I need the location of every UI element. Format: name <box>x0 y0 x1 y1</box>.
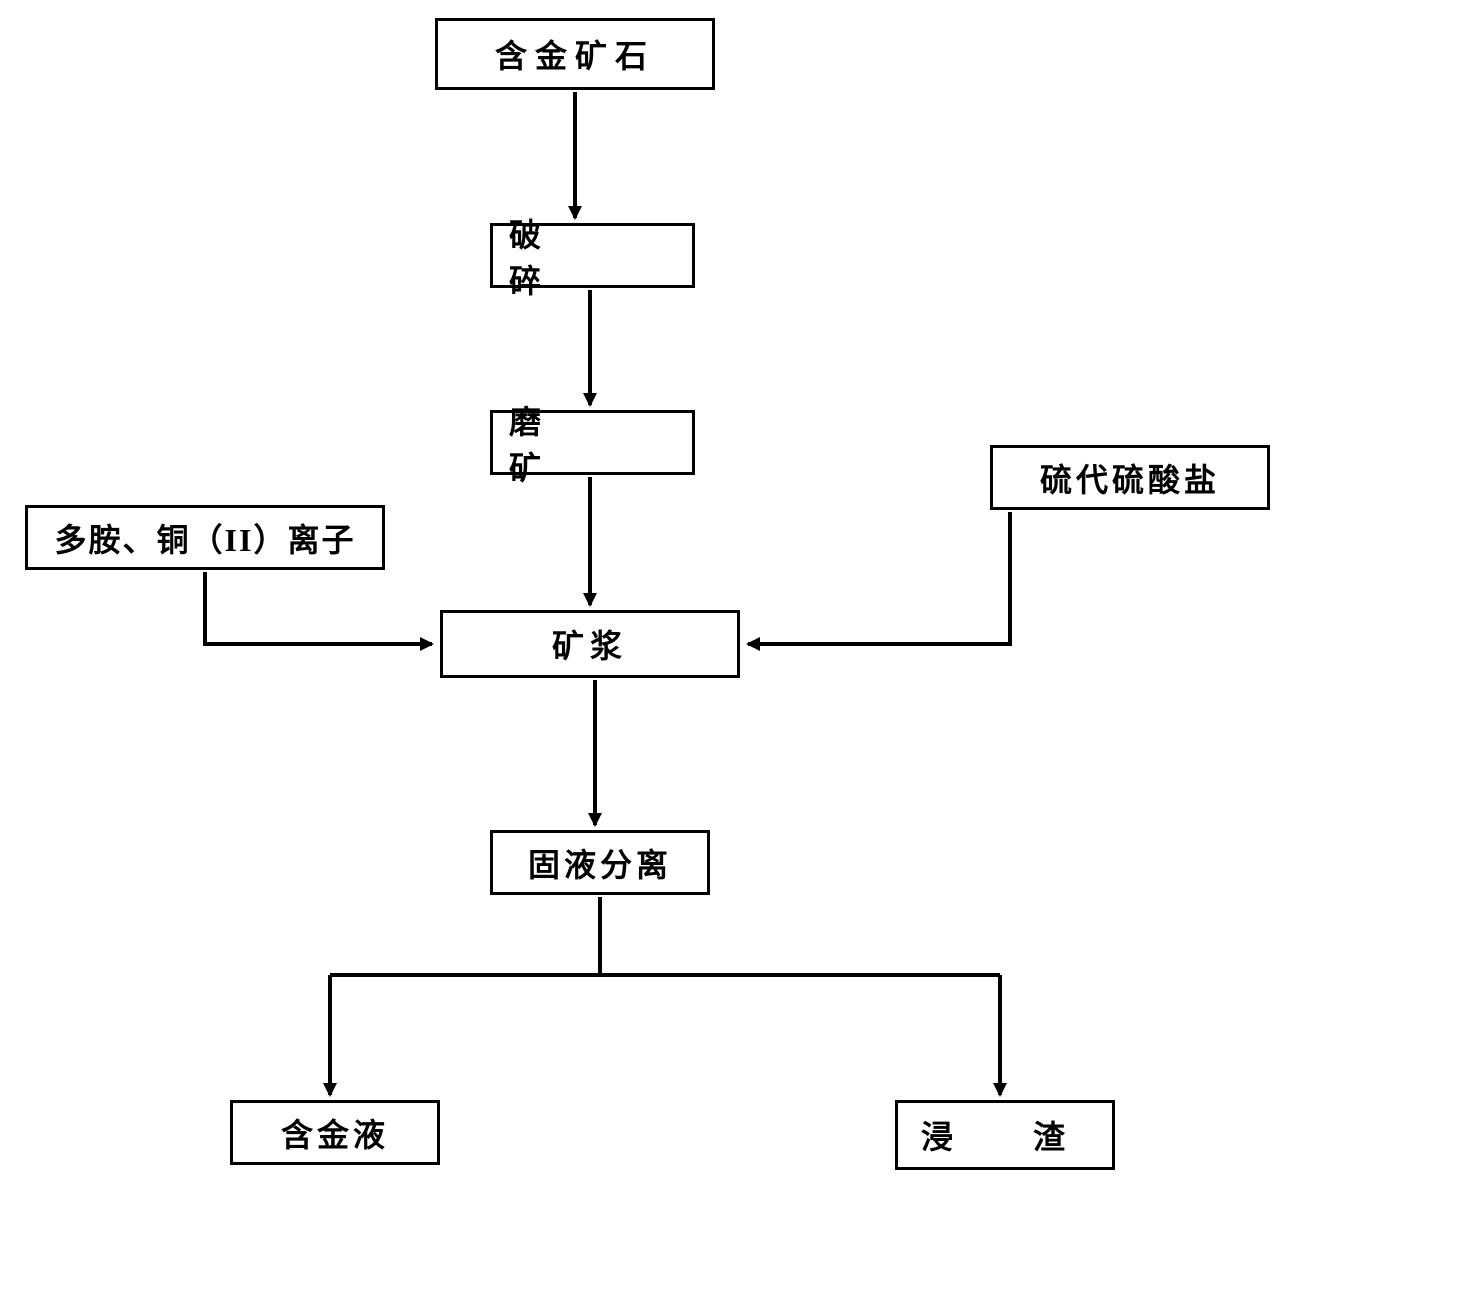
node-separation-label: 固液分离 <box>528 840 672 886</box>
node-thiosulfate: 硫代硫酸盐 <box>990 445 1270 510</box>
node-gold-liquid-label: 含金液 <box>281 1110 389 1156</box>
edge-polyamine-slurry <box>205 572 432 644</box>
node-slurry-label: 矿浆 <box>552 621 628 667</box>
node-crush: 破 碎 <box>490 223 695 288</box>
node-residue-label: 浸 渣 <box>921 1112 1089 1158</box>
node-residue: 浸 渣 <box>895 1100 1115 1170</box>
node-polyamine-label: 多胺、铜（II）离子 <box>55 515 356 561</box>
node-separation: 固液分离 <box>490 830 710 895</box>
node-ore: 含金矿石 <box>435 18 715 90</box>
node-gold-liquid: 含金液 <box>230 1100 440 1165</box>
node-thiosulfate-label: 硫代硫酸盐 <box>1040 455 1220 501</box>
node-ore-label: 含金矿石 <box>495 31 655 77</box>
node-grind: 磨 矿 <box>490 410 695 475</box>
edge-thiosulfate-slurry <box>748 512 1010 644</box>
node-crush-label: 破 碎 <box>509 210 676 302</box>
node-polyamine: 多胺、铜（II）离子 <box>25 505 385 570</box>
node-slurry: 矿浆 <box>440 610 740 678</box>
node-grind-label: 磨 矿 <box>509 397 676 489</box>
flowchart-arrows <box>0 0 1482 1308</box>
